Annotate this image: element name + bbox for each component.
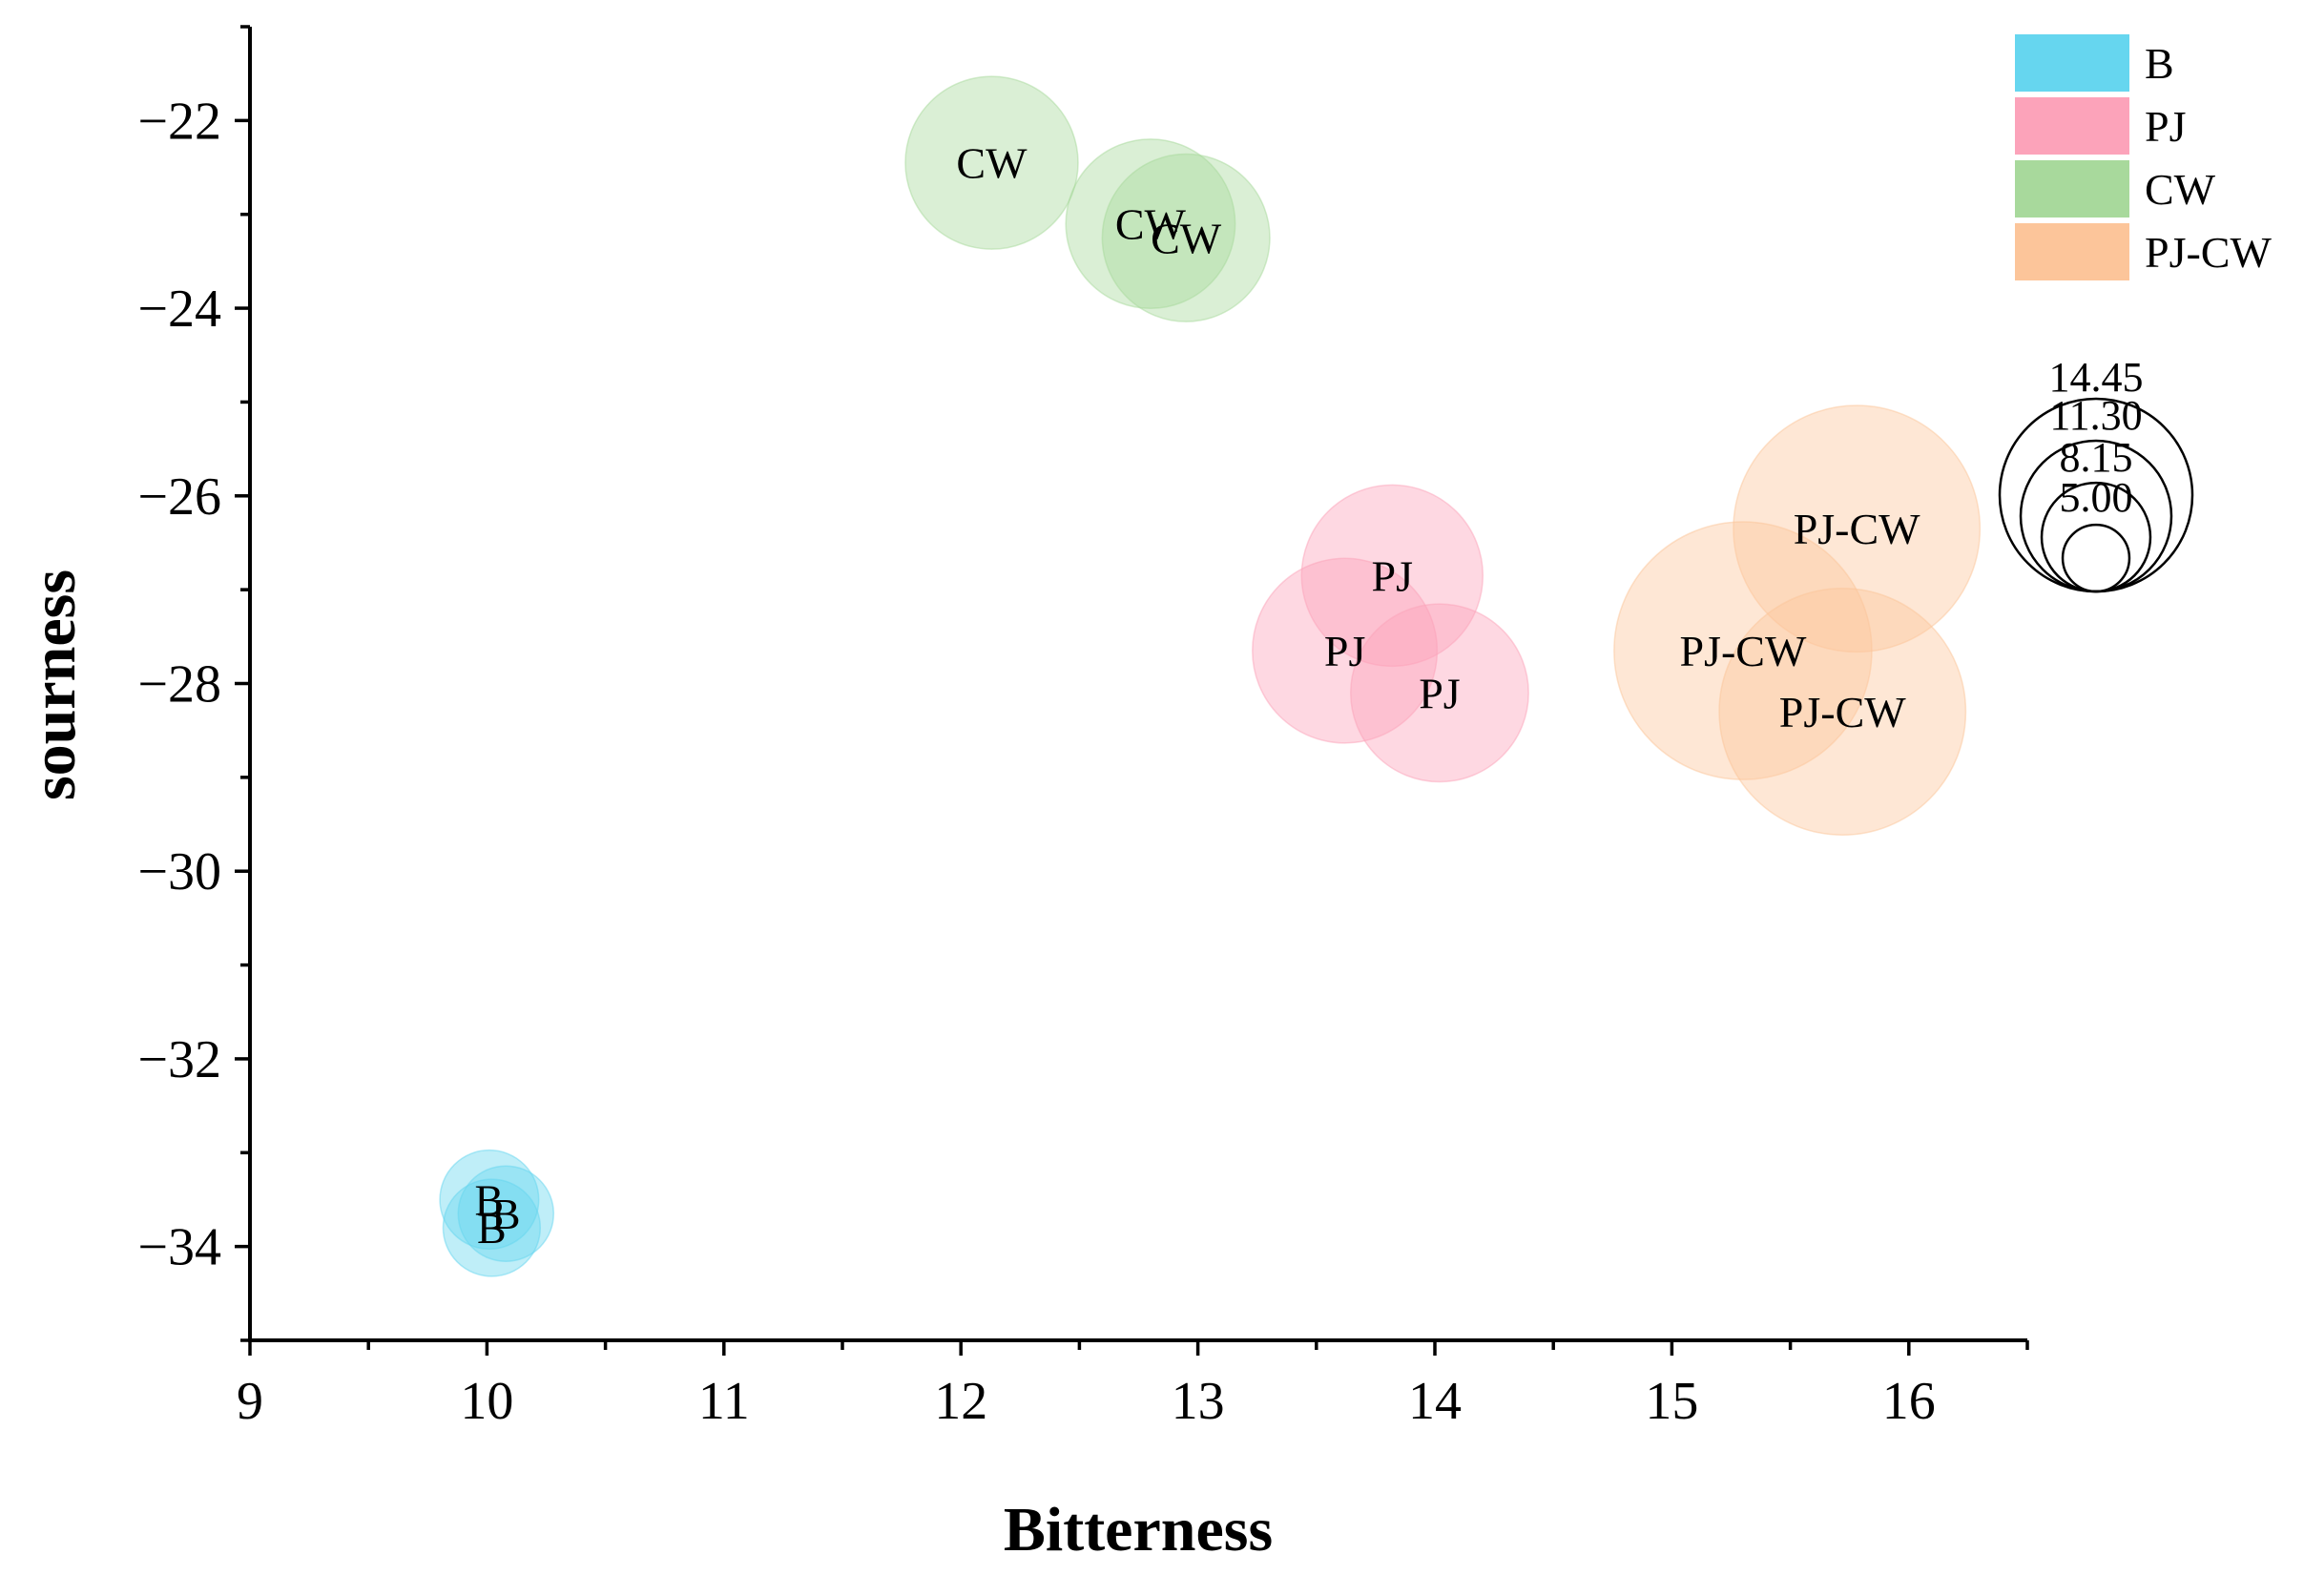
legend-label: CW [2145,165,2216,214]
x-tick-label: 16 [1882,1372,1936,1431]
bubble-label: PJ [1419,669,1460,717]
bubble-label: PJ-CW [1794,505,1920,553]
bubble-label: CW [1151,214,1222,262]
legend-swatch-pj [2015,97,2129,155]
x-tick-label: 12 [934,1372,987,1431]
bubble-label: B [491,1190,521,1238]
bubble-b [439,1149,540,1251]
y-tick-label: −34 [137,1218,221,1277]
size-legend-label: 5.00 [2060,474,2133,521]
y-tick-label: −28 [137,655,221,715]
bubble-b [442,1178,542,1277]
legend: B PJ CW PJ-CW [2015,34,2272,280]
size-legend-label: 11.30 [2049,392,2142,439]
x-tick-label: 14 [1408,1372,1462,1431]
x-tick-label: 11 [698,1372,750,1431]
bubble-label: CW [956,139,1027,188]
x-tick-label: 9 [237,1372,263,1431]
x-tick-label: 15 [1645,1372,1698,1431]
y-tick-label: −26 [137,467,221,527]
size-legend-label: 8.15 [2060,434,2133,481]
bubble-label: PJ [1372,551,1413,600]
bubble-pj-cw [1613,521,1873,780]
y-tick-label: −22 [137,92,221,151]
y-tick-label: −32 [137,1030,221,1089]
bubble-pj [1350,603,1529,783]
bubble-cw [1065,138,1236,309]
bubble-pj [1300,484,1484,668]
size-legend-circle [2061,523,2131,593]
bubble-pj-cw [1733,404,1982,653]
bubble-b [457,1165,555,1262]
y-tick-label: −30 [137,842,221,902]
y-tick-label: −24 [137,280,221,339]
bubble-pj [1252,557,1439,744]
bubble-label: PJ-CW [1679,627,1806,675]
bubble-label: B [477,1204,507,1253]
size-legend-label: 14.45 [2049,354,2144,401]
legend-label: B [2145,39,2174,88]
legend-swatch-b [2015,34,2129,92]
bubble-cw [904,75,1079,250]
x-axis-title: Bitterness [1004,1495,1273,1565]
legend-swatch-cw [2015,160,2129,218]
bubble-label: CW [1115,200,1187,249]
bubble-label: PJ [1324,627,1365,675]
bubble-label: PJ-CW [1779,688,1906,736]
y-axis-title: sourness [19,570,89,800]
bubble-pj-cw [1718,588,1967,836]
bubble-label: B [475,1175,505,1224]
x-tick-label: 13 [1172,1372,1225,1431]
legend-label: PJ [2145,102,2186,151]
bubble-cw [1101,153,1271,322]
x-tick-label: 10 [460,1372,513,1431]
legend-swatch-pj-cw [2015,223,2129,280]
axes: 9 10 11 12 13 14 15 16 −22 −24 −26 −28 −30 −32 −34 [137,25,2029,1431]
legend-label: PJ-CW [2145,228,2272,277]
